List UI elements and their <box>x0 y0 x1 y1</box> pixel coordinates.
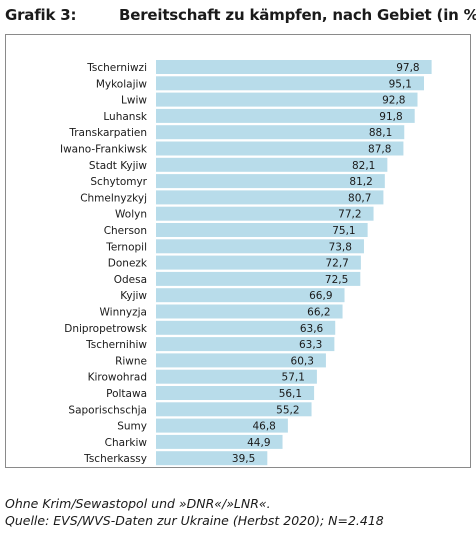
bar <box>156 288 345 303</box>
category-label: Kirowohrad <box>88 372 147 384</box>
value-label: 88,1 <box>369 127 392 139</box>
category-label: Donezk <box>108 258 148 270</box>
bar <box>156 157 388 172</box>
category-label: Mykolajiw <box>96 78 148 90</box>
bar <box>156 353 326 368</box>
chart-source: Quelle: EVS/WVS-Daten zur Ukraine (Herbs… <box>5 513 384 528</box>
category-label: Tscherkassy <box>83 453 147 465</box>
value-label: 63,3 <box>299 339 322 351</box>
bar <box>156 451 268 466</box>
bar <box>156 108 415 123</box>
bar <box>156 125 405 140</box>
category-label: Ternopil <box>105 241 147 253</box>
category-label: Dnipropetrowsk <box>64 323 148 335</box>
value-label: 66,9 <box>309 290 332 302</box>
category-label: Cherson <box>104 225 147 237</box>
category-label: Stadt Kyjiw <box>89 160 148 172</box>
bar <box>156 141 404 156</box>
bar <box>156 271 361 286</box>
category-label: Lwiw <box>121 95 147 107</box>
value-label: 75,1 <box>332 225 355 237</box>
value-label: 72,7 <box>325 258 348 270</box>
bar <box>156 386 315 400</box>
value-label: 46,8 <box>252 421 275 433</box>
category-label: Tschernihiw <box>85 339 147 351</box>
bar <box>156 434 283 449</box>
value-label: 44,9 <box>247 437 270 449</box>
value-label: 87,8 <box>368 144 391 156</box>
bar <box>156 60 432 74</box>
category-label: Iwano-Frankiwsk <box>60 144 148 156</box>
bar <box>156 369 317 384</box>
bar <box>156 304 343 319</box>
bar <box>156 337 335 352</box>
category-label: Poltawa <box>106 388 147 400</box>
value-label: 55,2 <box>276 404 299 416</box>
value-label: 66,2 <box>307 307 330 319</box>
category-label: Schytomyr <box>90 176 147 188</box>
category-label: Chmelnyzkyj <box>80 192 147 204</box>
value-label: 77,2 <box>338 209 361 221</box>
category-label: Tscherniwzi <box>86 62 147 74</box>
category-label: Riwne <box>115 355 147 367</box>
value-label: 80,7 <box>348 192 371 204</box>
category-label: Odesa <box>114 274 147 286</box>
chart-title: Bereitschaft zu kämpfen, nach Gebiet (in… <box>119 6 476 24</box>
bar <box>156 320 336 335</box>
category-label: Saporischschja <box>68 404 147 416</box>
bar <box>156 418 288 433</box>
chart-frame: Tscherniwzi 97,8 Mykolajiw 95,1 Lwiw 92,8 Luha… <box>5 34 471 468</box>
category-label: Charkiw <box>105 437 148 449</box>
bar <box>156 402 312 417</box>
value-label: 39,5 <box>232 453 255 465</box>
figure-number: Grafik 3: <box>5 6 77 24</box>
bar <box>156 255 361 270</box>
chart-footnote: Ohne Krim/Sewastopol und »DNR«/»LNR«. <box>5 496 271 511</box>
bar <box>156 174 385 189</box>
value-label: 92,8 <box>382 95 405 107</box>
value-label: 57,1 <box>282 372 305 384</box>
bar-chart: Tscherniwzi 97,8 Mykolajiw 95,1 Lwiw 92,8 Luha… <box>60 60 432 466</box>
bar <box>156 190 384 205</box>
value-label: 56,1 <box>279 388 302 400</box>
bar <box>156 206 374 221</box>
category-label: Winnyzja <box>100 307 147 319</box>
value-label: 97,8 <box>396 62 419 74</box>
value-label: 95,1 <box>389 78 412 90</box>
bar <box>156 223 368 237</box>
value-label: 91,8 <box>379 111 402 123</box>
value-label: 72,5 <box>325 274 348 286</box>
bar <box>156 92 418 107</box>
category-label: Kyjiw <box>120 290 147 302</box>
category-label: Luhansk <box>103 111 148 123</box>
value-label: 63,6 <box>300 323 324 335</box>
value-label: 60,3 <box>291 355 314 367</box>
value-label: 73,8 <box>329 241 352 253</box>
value-label: 82,1 <box>352 160 375 172</box>
category-label: Sumy <box>117 421 147 433</box>
category-label: Transkarpatien <box>68 127 147 139</box>
bar <box>156 76 424 91</box>
value-label: 81,2 <box>349 176 372 188</box>
bar <box>156 239 364 254</box>
category-label: Wolyn <box>115 209 147 221</box>
